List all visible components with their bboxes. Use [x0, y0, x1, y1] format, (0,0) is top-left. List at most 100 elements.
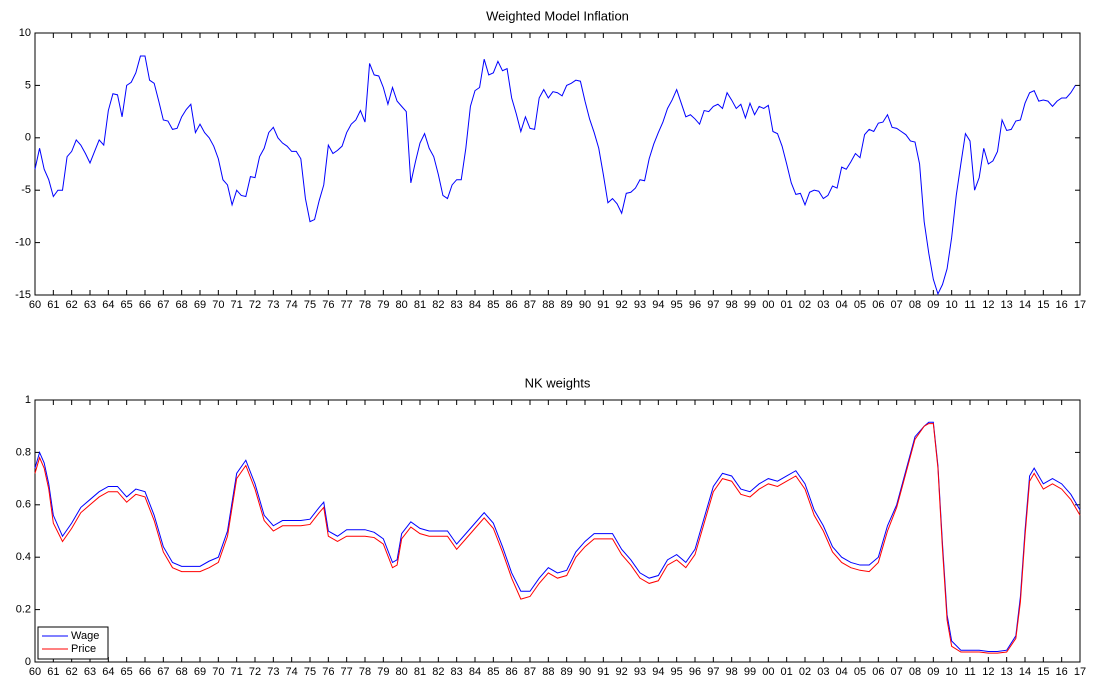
x-tick-label: 06: [872, 666, 884, 678]
y-tick-label: 10: [19, 27, 31, 39]
x-tick-label: 79: [377, 299, 389, 311]
x-tick-label: 87: [524, 299, 536, 311]
x-tick-label: 75: [304, 666, 316, 678]
x-tick-label: 74: [286, 666, 298, 678]
x-tick-label: 11: [964, 299, 975, 311]
x-tick-label: 73: [267, 666, 279, 678]
x-tick-label: 13: [1001, 299, 1013, 311]
x-tick-label: 93: [634, 666, 646, 678]
x-tick-label: 05: [854, 666, 866, 678]
x-tick-label: 80: [396, 299, 408, 311]
data-line: [34, 421, 1081, 653]
x-tick-label: 64: [102, 666, 114, 678]
x-tick-label: 72: [249, 666, 261, 678]
data-line: [34, 423, 1081, 654]
plot-area: [34, 32, 1081, 296]
x-tick-label: 89: [561, 299, 573, 311]
y-tick-label: 0: [25, 656, 31, 668]
x-tick-label: 10: [946, 666, 958, 678]
x-tick-label: 92: [616, 666, 628, 678]
x-tick-label: 13: [1001, 666, 1013, 678]
x-tick-label: 87: [524, 666, 536, 678]
x-tick-label: 12: [982, 299, 994, 311]
x-tick-label: 12: [982, 666, 994, 678]
x-tick-label: 82: [432, 299, 444, 311]
x-tick-label: 71: [231, 299, 243, 311]
x-tick-label: 07: [891, 666, 903, 678]
x-tick-label: 60: [29, 299, 41, 311]
x-tick-label: 68: [176, 666, 188, 678]
y-tick-label: 0: [25, 132, 31, 144]
x-tick-label: 69: [194, 666, 206, 678]
x-tick-label: 65: [121, 299, 133, 311]
chart-title: NK weights: [525, 375, 591, 390]
y-tick-label: 1: [25, 394, 31, 406]
x-tick-label: 14: [1019, 666, 1031, 678]
x-tick-label: 95: [671, 299, 683, 311]
x-tick-label: 77: [341, 666, 353, 678]
x-tick-label: 83: [451, 299, 463, 311]
x-tick-label: 89: [561, 666, 573, 678]
x-tick-label: 78: [359, 666, 371, 678]
x-tick-label: 99: [744, 666, 756, 678]
x-tick-label: 60: [29, 666, 41, 678]
x-tick-label: 10: [946, 299, 958, 311]
x-tick-label: 90: [579, 666, 591, 678]
x-tick-label: 95: [671, 666, 683, 678]
x-tick-label: 79: [377, 666, 389, 678]
x-tick-label: 86: [506, 666, 518, 678]
x-tick-label: 05: [854, 299, 866, 311]
x-tick-label: 94: [652, 666, 664, 678]
y-tick-label: 0.4: [16, 551, 31, 563]
x-tick-label: 77: [341, 299, 353, 311]
plot-area: [34, 399, 1081, 663]
x-tick-label: 62: [66, 299, 78, 311]
x-tick-label: 00: [762, 299, 774, 311]
x-tick-label: 88: [542, 666, 554, 678]
x-tick-label: 01: [781, 299, 793, 311]
x-tick-label: 04: [836, 299, 848, 311]
data-line: [34, 55, 1076, 296]
x-tick-label: 97: [707, 299, 719, 311]
y-tick-label: -15: [15, 289, 31, 301]
x-tick-label: 61: [47, 666, 59, 678]
x-tick-label: 01: [781, 666, 793, 678]
y-tick-label: 0.8: [16, 446, 31, 458]
x-tick-label: 91: [597, 666, 609, 678]
x-tick-label: 88: [542, 299, 554, 311]
legend-box: [37, 626, 109, 660]
x-tick-label: 67: [157, 299, 169, 311]
y-tick-label: 0.6: [16, 499, 31, 511]
x-tick-label: 15: [1037, 299, 1049, 311]
x-tick-label: 03: [817, 666, 829, 678]
x-tick-label: 97: [707, 666, 719, 678]
x-tick-label: 85: [487, 299, 499, 311]
x-tick-label: 93: [634, 299, 646, 311]
x-tick-label: 96: [689, 666, 701, 678]
x-tick-label: 67: [157, 666, 169, 678]
x-tick-label: 92: [616, 299, 628, 311]
x-tick-label: 76: [322, 299, 334, 311]
y-tick-label: 0.2: [16, 604, 31, 616]
x-tick-label: 07: [891, 299, 903, 311]
x-tick-label: 66: [139, 666, 151, 678]
x-tick-label: 84: [469, 666, 481, 678]
x-tick-label: 16: [1056, 666, 1068, 678]
x-tick-label: 03: [817, 299, 829, 311]
x-tick-label: 64: [102, 299, 114, 311]
x-tick-label: 86: [506, 299, 518, 311]
x-tick-label: 04: [836, 666, 848, 678]
x-tick-label: 94: [652, 299, 664, 311]
x-tick-label: 02: [799, 299, 811, 311]
x-tick-label: 61: [47, 299, 59, 311]
x-tick-label: 81: [414, 666, 426, 678]
x-tick-label: 08: [909, 666, 921, 678]
x-tick-label: 99: [744, 299, 756, 311]
x-tick-label: 82: [432, 666, 444, 678]
x-tick-label: 62: [66, 666, 78, 678]
